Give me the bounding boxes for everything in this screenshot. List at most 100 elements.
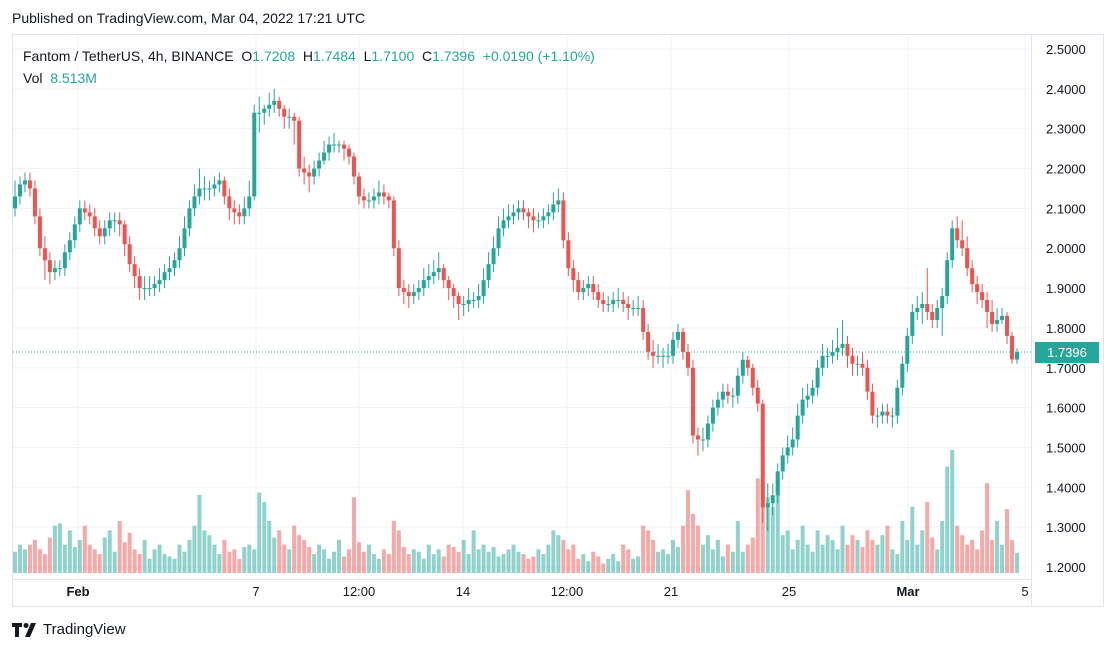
volume-bar	[72, 546, 77, 573]
candle-body	[975, 284, 980, 293]
volume-bar	[661, 549, 666, 573]
volume-bar	[347, 549, 351, 573]
volume-bar	[476, 549, 481, 573]
candle-body	[960, 240, 965, 249]
volume-bar	[516, 551, 521, 573]
volume-bar	[960, 535, 965, 573]
volume-bar	[282, 544, 287, 573]
candle-body	[496, 228, 501, 249]
candle-body	[611, 300, 616, 305]
volume-bar	[466, 554, 471, 573]
price-tick-label: 1.2000	[1046, 560, 1086, 575]
price-tick-label: 2.2000	[1046, 162, 1086, 177]
candle-body	[571, 268, 576, 281]
volume-bar	[536, 549, 541, 573]
candle-body	[257, 112, 262, 114]
candle-body	[137, 276, 142, 289]
volume-bar	[77, 539, 82, 573]
candle-body	[800, 399, 805, 416]
footer-logo[interactable]: TradingView	[12, 621, 126, 638]
candle-body	[202, 188, 207, 190]
time-tick-label: 25	[782, 584, 796, 599]
volume-bar	[501, 554, 506, 573]
candle-body	[272, 100, 277, 105]
candle-body	[850, 355, 855, 364]
volume-bar	[431, 554, 436, 573]
candle-body	[406, 292, 411, 297]
volume-bar	[586, 561, 591, 573]
volume-bar	[885, 525, 890, 573]
candle-body	[1015, 351, 1019, 360]
volume-bar	[491, 546, 496, 573]
candle-body	[581, 288, 586, 293]
candle-body	[32, 188, 37, 217]
candle-body	[770, 495, 775, 504]
candle-body	[381, 192, 386, 197]
volume-bar	[386, 554, 391, 573]
candle-body	[596, 292, 601, 301]
candle-body	[715, 399, 720, 408]
candle-body	[641, 308, 646, 332]
candle-body	[955, 228, 960, 241]
candle-body	[122, 224, 127, 245]
volume-bar	[421, 558, 426, 573]
volume-bar	[995, 520, 1000, 573]
volume-bar	[292, 525, 297, 573]
candle-body	[82, 208, 87, 213]
price-tick-label: 1.5000	[1046, 440, 1086, 455]
volume-bar	[760, 483, 765, 573]
time-tick-label: 12:00	[551, 584, 584, 599]
candle-body	[1010, 335, 1015, 360]
symbol-title[interactable]: Fantom / TetherUS, 4h, BINANCE	[23, 48, 234, 64]
volume-bar	[810, 551, 815, 573]
candle-body	[132, 264, 137, 277]
volume-bar	[232, 549, 237, 573]
candle-body	[695, 435, 700, 440]
price-tick-label: 1.9000	[1046, 281, 1086, 296]
volume-bar	[606, 558, 611, 573]
volume-bar	[980, 530, 985, 573]
volume-bar	[287, 549, 292, 573]
candle-body	[232, 208, 237, 213]
volume-bar	[411, 549, 416, 573]
candle-body	[297, 120, 302, 169]
candle-body	[167, 268, 172, 273]
price-tick-label: 1.3000	[1046, 520, 1086, 535]
volume-bar	[212, 544, 217, 573]
candle-body	[67, 240, 72, 253]
volume-bar	[511, 544, 516, 573]
volume-bar	[825, 535, 830, 573]
volume-bar	[307, 546, 312, 573]
candle-body	[302, 168, 307, 173]
price-tick-label: 1.6000	[1046, 401, 1086, 416]
candle-body	[730, 395, 735, 397]
candle-body	[970, 268, 975, 285]
candle-body	[930, 311, 935, 320]
candle-body	[461, 304, 466, 306]
volume-bar	[865, 530, 870, 573]
candle-body	[471, 300, 476, 302]
grid-lines	[13, 35, 1031, 579]
volume-bar	[137, 554, 142, 573]
volume-bar	[900, 520, 905, 573]
candle-body	[875, 415, 880, 417]
candle-body	[107, 220, 112, 229]
volume-bar	[805, 544, 810, 573]
candle-body	[327, 144, 332, 153]
volume-bar	[297, 535, 302, 573]
candle-body	[845, 343, 850, 356]
candle-body	[47, 260, 52, 273]
volume-bar	[62, 544, 67, 573]
volume-bar	[671, 539, 676, 573]
candle-body	[351, 156, 356, 177]
candle-body	[72, 224, 77, 241]
candle-body	[282, 108, 287, 117]
candle-body	[815, 367, 820, 388]
candle-body	[277, 100, 282, 109]
published-caption: Published on TradingView.com, Mar 04, 20…	[12, 10, 366, 26]
volume-bar	[107, 530, 112, 573]
volume-bar	[880, 535, 885, 573]
candle-body	[656, 355, 661, 357]
candle-body	[207, 188, 212, 190]
